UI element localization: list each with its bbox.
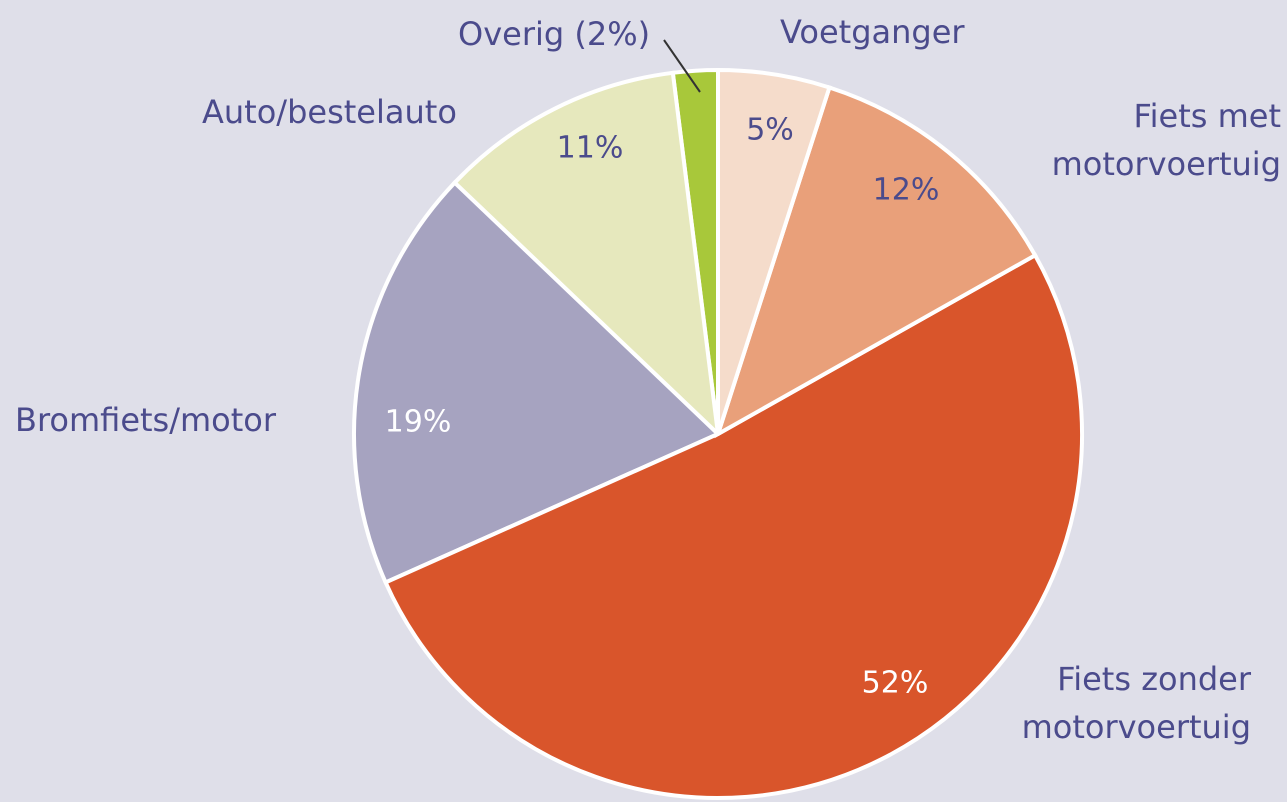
value-label: 12%: [872, 172, 940, 208]
value-label: 52%: [861, 665, 929, 701]
category-label: Bromfiets/motor: [15, 401, 277, 439]
category-label: Auto/bestelauto: [202, 93, 457, 131]
pie-slice: [714, 84, 1038, 439]
value-label: 11%: [556, 130, 624, 166]
pie-slice: [352, 179, 722, 586]
value-label: 5%: [746, 112, 794, 148]
category-label: Overig (2%): [458, 15, 651, 53]
pie-slice: [451, 70, 721, 440]
category-label: Voetganger: [780, 13, 965, 51]
leader-line: [663, 39, 701, 93]
category-label: Fiets met motorvoertuig: [1051, 97, 1281, 183]
category-label: Fiets zonder motorvoertuig: [1021, 660, 1251, 746]
pie-slice: [716, 67, 832, 435]
pie-slice: [382, 252, 1085, 800]
value-label: 19%: [384, 404, 452, 440]
